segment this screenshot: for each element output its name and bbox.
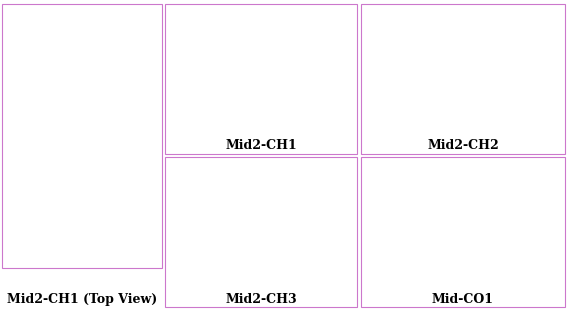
- FancyBboxPatch shape: [165, 157, 357, 307]
- FancyBboxPatch shape: [361, 4, 565, 154]
- Text: Mid-CO1: Mid-CO1: [432, 293, 494, 306]
- Text: Mid2-CH1: Mid2-CH1: [225, 139, 297, 152]
- FancyBboxPatch shape: [361, 157, 565, 307]
- FancyBboxPatch shape: [2, 4, 162, 268]
- FancyBboxPatch shape: [165, 4, 357, 154]
- Text: Mid2-CH2: Mid2-CH2: [427, 139, 499, 152]
- Text: Mid2-CH3: Mid2-CH3: [225, 293, 297, 306]
- Text: Mid2-CH1 (Top View): Mid2-CH1 (Top View): [7, 293, 157, 306]
